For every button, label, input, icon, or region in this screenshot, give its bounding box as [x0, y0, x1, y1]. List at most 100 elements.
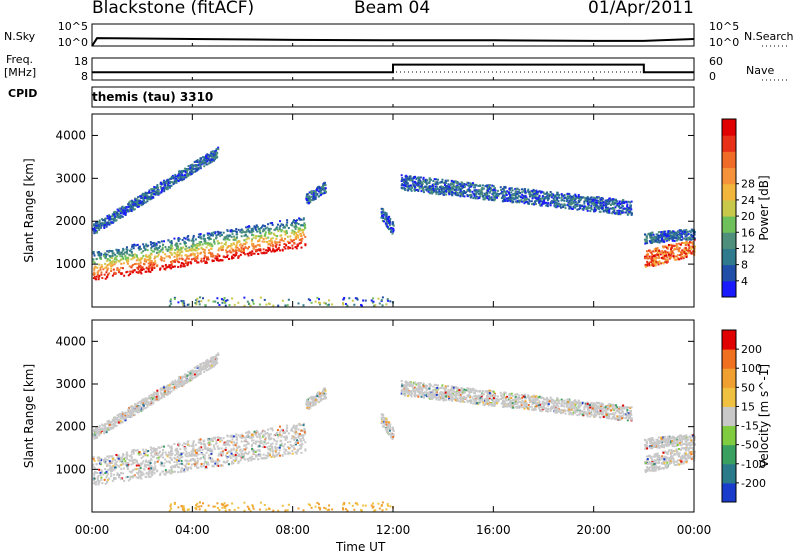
power-point: [167, 239, 170, 242]
velocity-point: [149, 469, 152, 472]
velocity-point: [530, 405, 533, 408]
velocity-point: [218, 464, 221, 467]
velocity-point: [280, 434, 283, 437]
velocity-point: [143, 402, 146, 405]
velocity-point: [452, 388, 455, 391]
power-point: [152, 191, 155, 194]
power-point: [160, 191, 163, 194]
velocity-point: [300, 429, 303, 432]
velocity-point: [151, 455, 154, 458]
power-point: [123, 274, 126, 277]
velocity-point: [198, 368, 201, 371]
velocity-point: [250, 435, 253, 438]
power-point: [488, 195, 491, 198]
velocity-point: [259, 441, 262, 444]
velocity-point: [149, 401, 152, 404]
velocity-point: [449, 392, 452, 395]
power-point: [258, 229, 261, 232]
power-point: [190, 245, 193, 248]
power-point: [140, 194, 143, 197]
power-point: [234, 238, 237, 241]
power-point: [110, 221, 113, 224]
velocity-point: [154, 452, 157, 455]
velocity-point: [385, 417, 388, 420]
velocity-point: [123, 412, 126, 415]
velocity-point: [217, 352, 220, 355]
power-point: [284, 231, 287, 234]
power-point: [470, 185, 473, 188]
power-point: [211, 160, 214, 163]
power-point: [230, 247, 233, 250]
power-point: [94, 278, 97, 281]
power-point: [111, 251, 114, 254]
velocity-point: [242, 457, 245, 460]
velocity-point: [92, 457, 95, 460]
power-point: [222, 246, 225, 249]
velocity-point: [157, 397, 160, 400]
power-point: [126, 252, 129, 255]
power-point: [250, 228, 253, 231]
velocity-point: [563, 399, 566, 402]
velocity-point: [116, 414, 119, 417]
velocity-point: [153, 471, 156, 474]
velocity-point: [217, 438, 220, 441]
velocity-point: [289, 452, 292, 455]
velocity-point: [269, 433, 272, 436]
velocity-point: [106, 478, 109, 481]
velocity-point: [105, 476, 108, 479]
power-point: [189, 173, 192, 176]
velocity-point: [236, 441, 239, 444]
velocity-point: [304, 441, 307, 444]
velocity-point: [139, 464, 142, 467]
velocity-point: [134, 403, 137, 406]
power-point: [188, 239, 191, 242]
power-point: [121, 205, 124, 208]
velocity-point: [148, 403, 151, 406]
velocity-point: [210, 452, 213, 455]
velocity-point: [134, 406, 137, 409]
velocity-point: [188, 460, 191, 463]
power-point: [452, 183, 455, 186]
power-point: [305, 197, 308, 200]
velocity-point: [110, 468, 113, 471]
power-point: [183, 241, 186, 244]
power-point: [267, 223, 270, 226]
power-point: [267, 231, 270, 234]
power-point: [214, 255, 217, 258]
velocity-point: [246, 452, 249, 455]
power-point: [224, 238, 227, 241]
power-point: [203, 252, 206, 255]
power-point: [138, 270, 141, 273]
power-point: [243, 234, 246, 237]
velocity-point: [183, 379, 186, 382]
velocity-point: [309, 404, 312, 407]
power-point: [322, 183, 325, 186]
velocity-point: [258, 435, 261, 438]
power-point: [449, 186, 452, 189]
power-point: [256, 230, 259, 233]
power-point: [236, 236, 239, 239]
power-point: [233, 254, 236, 257]
velocity-point: [239, 436, 242, 439]
velocity-point: [208, 454, 211, 457]
power-point: [420, 185, 423, 188]
power-point: [206, 241, 209, 244]
velocity-point: [110, 455, 113, 458]
velocity-point: [158, 450, 161, 453]
power-point: [435, 192, 438, 195]
power-point: [137, 196, 140, 199]
power-point: [294, 224, 297, 227]
velocity-point: [196, 466, 199, 469]
power-point: [589, 210, 592, 213]
power-point: [149, 263, 152, 266]
power-point: [299, 233, 302, 236]
power-point: [191, 165, 194, 168]
velocity-point: [195, 365, 198, 368]
velocity-point: [128, 410, 131, 413]
power-point: [191, 163, 194, 166]
power-point: [146, 255, 149, 258]
power-point: [135, 244, 138, 247]
velocity-point: [124, 415, 127, 418]
power-point: [108, 249, 111, 252]
velocity-point: [103, 429, 106, 432]
